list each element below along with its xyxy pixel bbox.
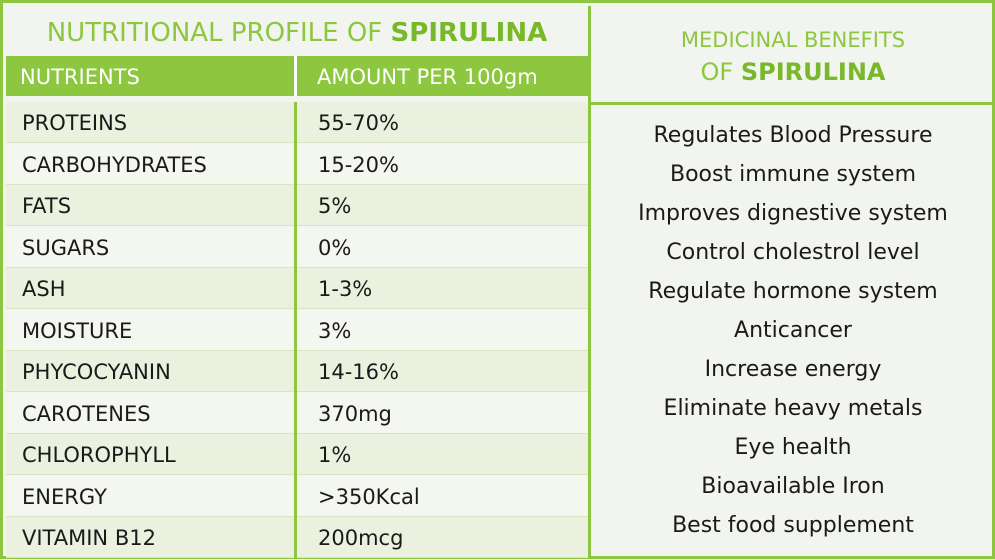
table-row: SUGARS 0% (6, 226, 588, 268)
nutrient-amount: 14-16% (318, 360, 399, 384)
nutrients-table-body: PROTEINS 55-70% CARBOHYDRATES 15-20% FATS 5% S… (6, 102, 588, 559)
benefits-list: Regulates Blood Pressure Boost immune sys… (591, 116, 995, 545)
nutrient-amount: 1-3% (318, 277, 373, 301)
row-rule (6, 266, 588, 268)
nutrient-name: PHYCOCYANIN (22, 360, 171, 384)
row-rule (6, 474, 588, 475)
table-row: MOISTURE 3% (6, 309, 588, 351)
row-rule (6, 432, 588, 434)
row-rule (6, 557, 588, 558)
nutrient-name: FATS (22, 194, 72, 218)
row-rule (6, 391, 588, 392)
column-divider (294, 102, 297, 559)
benefit-item: Eliminate heavy metals (663, 396, 923, 421)
benefit-item: Eye health (734, 435, 852, 460)
row-rule (6, 308, 588, 309)
nutrient-name: CHLOROPHYLL (22, 443, 176, 467)
benefits-title-line1: MEDICINAL BENEFITS (680, 28, 906, 52)
nutrient-name: ENERGY (22, 484, 107, 509)
nutrient-name: ASH (22, 277, 66, 301)
nutrient-amount: >350Kcal (318, 484, 420, 509)
title-highlight: SPIRULINA (390, 18, 548, 48)
benefit-item: Improves dignestive system (638, 201, 948, 226)
benefit-item: Control cholestrol level (666, 240, 920, 265)
benefits-title-rule (591, 102, 995, 105)
nutrient-amount: 3% (318, 318, 352, 343)
title-prefix: NUTRITIONAL PROFILE OF (46, 18, 391, 48)
medicinal-benefits-title: MEDICINAL BENEFITS OF SPIRULINA (591, 6, 995, 102)
benefit-item: Regulate hormone system (648, 279, 938, 304)
nutrient-name: PROTEINS (22, 111, 128, 135)
nutrient-name: MOISTURE (22, 318, 133, 343)
table-row: VITAMIN B12 200mcg (6, 517, 588, 558)
table-header: NUTRIENTS AMOUNT PER 100gm (6, 56, 588, 96)
benefits-title-highlight: SPIRULINA (740, 58, 886, 86)
nutrient-amount: 15-20% (318, 152, 399, 177)
table-row: CARBOHYDRATES 15-20% (6, 143, 588, 185)
nutritional-profile-panel: NUTRITIONAL PROFILE OF SPIRULINA NUTRIEN… (6, 6, 588, 559)
nutrient-amount: 55-70% (318, 111, 399, 135)
benefits-title-prefix: OF (700, 58, 741, 86)
benefit-item: Increase energy (704, 357, 882, 382)
nutrient-amount: 5% (318, 194, 352, 218)
header-divider (294, 56, 297, 96)
nutrient-name: CAROTENES (22, 401, 151, 426)
nutrient-amount: 370mg (318, 401, 392, 426)
header-amount: AMOUNT PER 100gm (317, 65, 538, 89)
header-nutrients: NUTRIENTS (20, 65, 140, 89)
table-row: PHYCOCYANIN 14-16% (6, 351, 588, 392)
benefit-item: Best food supplement (672, 513, 914, 538)
row-rule (6, 515, 588, 517)
table-row: ENERGY >350Kcal (6, 475, 588, 517)
table-row: CAROTENES 370mg (6, 392, 588, 434)
table-row: PROTEINS 55-70% (6, 102, 588, 143)
benefit-item: Bioavailable Iron (701, 474, 885, 499)
table-row: CHLOROPHYLL 1% (6, 434, 588, 475)
benefits-title-line2: OF SPIRULINA (591, 58, 995, 86)
nutrient-name: VITAMIN B12 (22, 526, 156, 550)
nutrient-amount: 200mcg (318, 526, 404, 550)
panel-divider (588, 6, 591, 559)
table-row: ASH 1-3% (6, 268, 588, 309)
nutrient-amount: 1% (318, 443, 352, 467)
row-rule (6, 349, 588, 351)
benefit-item: Anticancer (734, 318, 852, 343)
table-row: FATS 5% (6, 185, 588, 226)
row-rule (6, 142, 588, 143)
nutrient-amount: 0% (318, 235, 352, 260)
nutrient-name: CARBOHYDRATES (22, 152, 207, 177)
benefit-item: Boost immune system (669, 162, 917, 187)
row-rule (6, 225, 588, 226)
benefit-item: Regulates Blood Pressure (653, 123, 933, 148)
nutritional-profile-title: NUTRITIONAL PROFILE OF SPIRULINA (6, 6, 588, 56)
row-rule (6, 183, 588, 185)
medicinal-benefits-panel: MEDICINAL BENEFITS OF SPIRULINA Regulate… (591, 6, 995, 559)
nutrient-name: SUGARS (22, 235, 110, 260)
